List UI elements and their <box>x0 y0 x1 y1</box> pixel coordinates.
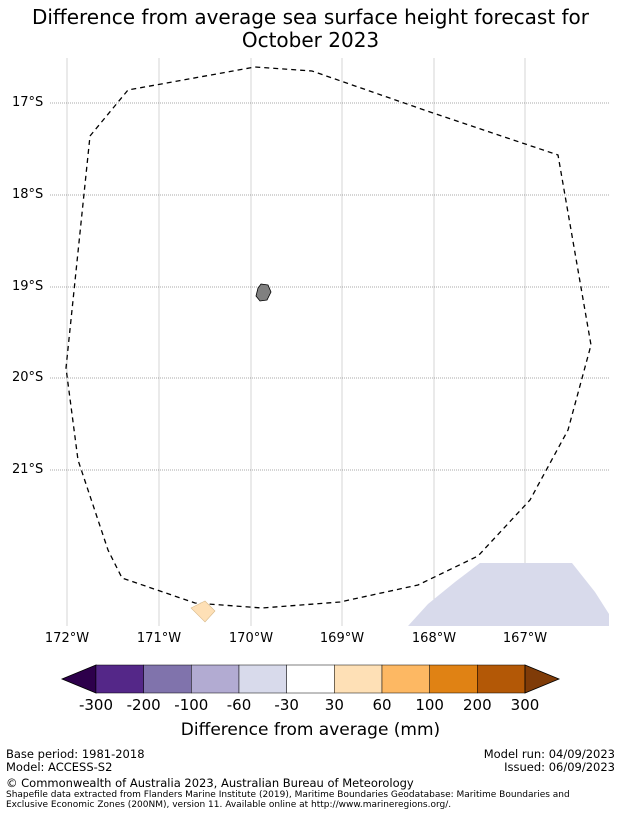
negative-anomaly-patch <box>408 563 609 626</box>
colorbar-bin <box>95 664 144 694</box>
niue-island <box>255 283 272 302</box>
title-line-2: October 2023 <box>241 28 380 52</box>
colorbar-extend-low <box>60 664 97 694</box>
colorbar <box>60 664 561 694</box>
colorbar-bin <box>238 664 287 694</box>
title-line-1: Difference from average sea surface heig… <box>31 5 590 29</box>
colorbar-tick-label: 200 <box>463 696 492 714</box>
lat-label-20s: 20°S <box>12 370 44 385</box>
colorbar-bin <box>191 664 240 694</box>
colorbar-bin <box>334 664 383 694</box>
colorbar-tick-label: 60 <box>372 696 392 714</box>
colorbar-bin <box>477 664 526 694</box>
colorbar-tick-label: -300 <box>78 696 114 714</box>
lon-label-170w: 170°W <box>228 631 274 646</box>
colorbar-extend-high <box>524 664 561 694</box>
lon-label-167w: 167°W <box>502 631 548 646</box>
colorbar-bin <box>143 664 192 694</box>
lon-label-168w: 168°W <box>411 631 457 646</box>
lat-label-17s: 17°S <box>12 95 44 110</box>
footer-copyright: © Commonwealth of Australia 2023, Austra… <box>6 776 414 790</box>
lat-label-19s: 19°S <box>12 279 44 294</box>
colorbar-tick-label: -100 <box>174 696 209 714</box>
colorbar-tick-label: -60 <box>226 696 252 714</box>
footer-base-period: Base period: 1981-2018 <box>6 747 145 761</box>
footer-issued: Issued: 06/09/2023 <box>504 760 615 774</box>
colorbar-bin <box>381 664 430 694</box>
footer-model: Model: ACCESS-S2 <box>6 760 113 774</box>
positive-anomaly-patch <box>190 600 216 623</box>
colorbar-tick-label: -200 <box>126 696 161 714</box>
lat-label-18s: 18°S <box>12 187 44 202</box>
eez-boundary <box>65 66 592 609</box>
lon-label-171w: 171°W <box>136 631 182 646</box>
gridlines <box>66 58 526 626</box>
footer-source-line-1: Shapefile data extracted from Flanders M… <box>6 790 570 800</box>
footer-model-run: Model run: 04/09/2023 <box>483 747 615 761</box>
colorbar-title: Difference from average (mm) <box>180 720 441 740</box>
map-title: Difference from average sea surface heig… <box>0 6 621 52</box>
footer-source-line-2: Exclusive Economic Zones (200NM), versio… <box>6 800 452 810</box>
colorbar-tick-label: 300 <box>510 696 540 714</box>
lon-label-172w: 172°W <box>44 631 90 646</box>
colorbar-bin <box>286 664 335 694</box>
lat-label-21s: 21°S <box>12 462 44 477</box>
lon-label-169w: 169°W <box>319 631 365 646</box>
colorbar-tick-label: -30 <box>274 696 299 714</box>
colorbar-tick-label: 30 <box>324 696 344 714</box>
colorbar-bin <box>429 664 478 694</box>
colorbar-tick-label: 100 <box>415 696 444 714</box>
